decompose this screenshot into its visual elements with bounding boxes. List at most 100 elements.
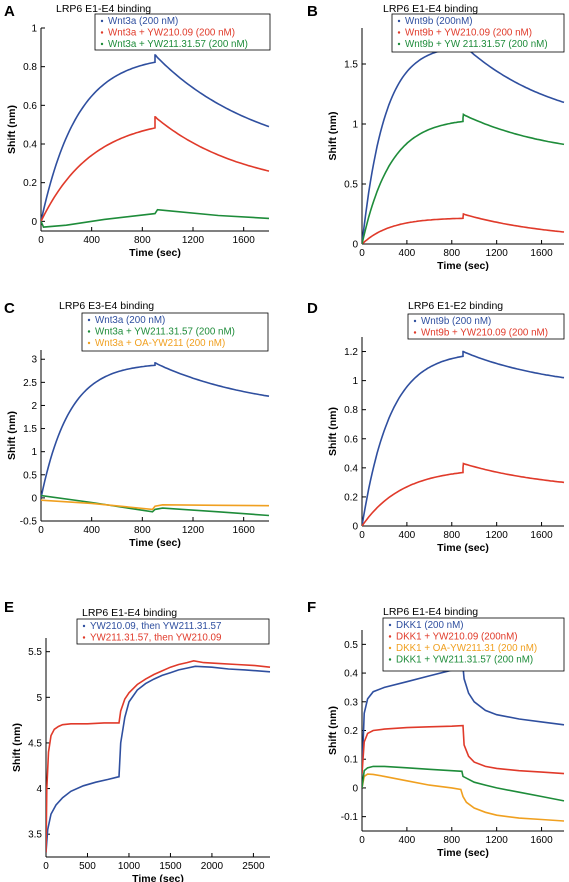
legend-entry: Wnt3a + YW211.31.57 (200 nM) (108, 39, 248, 50)
legend-entry: DKK1 (200 nM) (396, 620, 464, 631)
chart-title-f: LRP6 E1-E4 binding (383, 606, 478, 618)
y-tick-label: 0.8 (344, 405, 358, 416)
legend-marker (87, 330, 91, 333)
panel-letter-d: D (307, 300, 318, 317)
y-tick-label: 1 (31, 447, 37, 458)
chart-b: 0 400 800 1200 1600 0 0.5 1 1.5 Time (sec) Shift (… (327, 13, 565, 272)
y-tick-label: -0.5 (20, 517, 38, 528)
y-tick-label: 0.8 (23, 62, 37, 73)
legend-marker (100, 42, 104, 46)
legend-box (76, 618, 270, 645)
series-line (362, 350, 565, 526)
series-line (46, 659, 271, 853)
y-tick-label: 0 (31, 493, 37, 504)
legend-entry: Wnt9b (200 nM) (421, 316, 491, 327)
x-tick-label: 800 (443, 248, 460, 259)
legend-marker (82, 624, 86, 628)
x-tick-label: 1600 (530, 835, 553, 846)
legend-marker (388, 635, 392, 638)
panel-letter-b: B (307, 3, 318, 20)
x-tick-label: 1000 (118, 861, 141, 872)
legend-entry: DKK1 + YW210.09 (200nM) (396, 632, 518, 643)
series-line (41, 116, 270, 222)
series-line (362, 113, 565, 244)
x-tick-label: 400 (83, 235, 100, 246)
y-tick-label: 0.6 (23, 101, 37, 112)
chart-title-d: LRP6 E1-E2 binding (408, 300, 503, 312)
x-tick-label: 400 (399, 530, 416, 541)
y-tick-label: 5 (36, 693, 42, 704)
x-axis-label: Time (sec) (129, 247, 181, 259)
series-line (362, 462, 565, 526)
x-axis-label: Time (sec) (437, 847, 489, 859)
chart-title-b: LRP6 E1-E4 binding (383, 3, 478, 15)
y-tick-label: 1 (352, 120, 358, 131)
chart-title-e: LRP6 E1-E4 binding (82, 607, 177, 619)
y-tick-label: 0.5 (344, 180, 358, 191)
legend-marker (413, 331, 417, 334)
legend-entry: DKK1 + OA-YW211.31 (200 nM) (396, 643, 537, 654)
y-axis-label: Shift (nm) (327, 407, 339, 456)
legend-box (407, 313, 565, 340)
y-tick-label: 1.5 (344, 60, 358, 71)
y-tick-label: 0.2 (23, 178, 37, 189)
x-tick-label: 800 (443, 530, 460, 541)
panel-e: E LRP6 E1-E4 binding 0 500 1000 1500 2000 250… (4, 599, 271, 882)
panel-c: C LRP6 E3-E4 binding 0 400 800 1200 1600 -0.5… (4, 300, 270, 549)
legend-marker (82, 636, 86, 639)
x-tick-label: 2000 (201, 861, 224, 872)
y-tick-label: 3.5 (28, 830, 42, 841)
y-tick-label: 1.2 (344, 347, 358, 358)
x-tick-label: 0 (38, 525, 44, 536)
y-tick-label: 0.6 (344, 434, 358, 445)
legend-marker (397, 42, 401, 46)
legend-box (391, 13, 565, 53)
legend-entry: Wnt3a + YW210.09 (200 nM) (108, 28, 235, 39)
y-axis-label: Shift (nm) (6, 411, 18, 460)
x-tick-label: 1500 (159, 861, 182, 872)
x-tick-label: 1200 (486, 248, 509, 259)
series-line (362, 212, 565, 244)
panel-f: F LRP6 E1-E4 binding 0 400 800 1200 1600 -0.1… (307, 599, 565, 859)
legend-marker (388, 646, 392, 650)
legend-box (94, 13, 271, 51)
legend-marker (87, 318, 91, 322)
chart-title-a: LRP6 E1-E4 binding (56, 3, 151, 15)
panel-b: B LRP6 E1-E4 binding 0 400 800 1200 1600 0 0.5… (307, 3, 565, 272)
series-line (362, 666, 565, 774)
x-tick-label: 0 (359, 248, 365, 259)
series-line (41, 208, 270, 228)
chart-e: 0 500 1000 1500 2000 2500 3.5 4 4.5 5 5.5 Time (sec… (11, 618, 271, 882)
series-line (362, 773, 565, 822)
y-tick-label: 1.5 (23, 424, 37, 435)
y-tick-label: 0 (31, 217, 37, 228)
x-tick-label: 400 (399, 248, 416, 259)
legend-entry: YW211.31.57, then YW210.09 (90, 633, 221, 644)
legend-entry: Wnt3a (200 nM) (95, 315, 165, 326)
y-tick-label: 4 (36, 784, 42, 795)
series-line (41, 362, 270, 499)
x-tick-label: 1600 (530, 248, 553, 259)
chart-a: 0 400 800 1200 1600 0 0.2 0.4 0.6 0.8 1 Time (sec) S… (6, 13, 271, 259)
y-tick-label: 0.5 (344, 640, 358, 651)
x-tick-label: 0 (359, 835, 365, 846)
legend-entry: Wnt3a (200 nM) (108, 16, 178, 27)
x-tick-label: 800 (443, 835, 460, 846)
x-axis-label: Time (sec) (129, 537, 181, 549)
legend: Wnt3a (200 nM)Wnt3a + YW211.31.57 (200 n… (81, 312, 269, 352)
x-tick-label: 1600 (233, 525, 256, 536)
legend-marker (397, 19, 401, 23)
legend-box (81, 312, 269, 352)
panel-letter-e: E (4, 599, 14, 616)
x-axis-label: Time (sec) (132, 873, 184, 882)
x-tick-label: 400 (399, 835, 416, 846)
legend-marker (388, 623, 392, 627)
x-tick-label: 2500 (242, 861, 265, 872)
legend: DKK1 (200 nM)DKK1 + YW210.09 (200nM)DKK1… (382, 617, 565, 672)
legend-entry: Wnt9b (200nM) (405, 16, 473, 27)
series-line (41, 494, 270, 517)
series-line (362, 765, 565, 802)
y-tick-label: 0.2 (344, 492, 358, 503)
series-line (41, 499, 270, 511)
